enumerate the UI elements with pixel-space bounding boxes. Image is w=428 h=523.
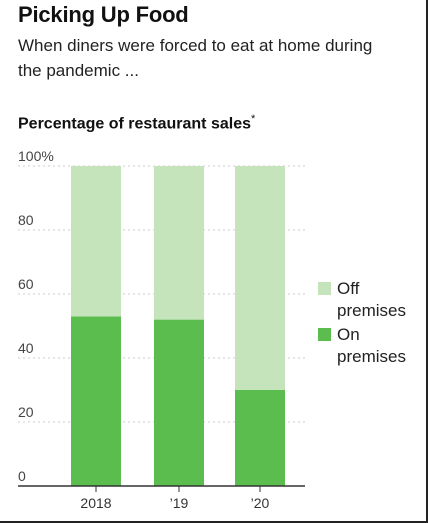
chart-title-footnote-mark: * [251,113,256,125]
legend-label-on-premises: On premises [337,325,406,366]
y-tick-label-80: 80 [18,212,34,228]
bar-on-premises-2 [235,390,285,486]
bar-on-premises-0 [71,316,121,486]
axis-layer: 0 20 40 60 80 100% 2018 ’19 ’20 [18,148,305,511]
bar-off-premises-0 [71,166,121,317]
chart-title-text: Percentage of restaurant sales [18,115,251,133]
x-tick-label-0: 2018 [80,495,111,511]
chart-title: Percentage of restaurant sales* [18,113,255,133]
legend-label-off-premises: Off premises [337,279,406,320]
y-tick-label-60: 60 [18,276,34,292]
y-tick-label-20: 20 [18,404,34,420]
x-tick-label-2: ’20 [251,495,270,511]
legend-item-on-premises: On premises [318,324,427,368]
bar-off-premises-2 [235,166,285,390]
y-tick-label-40: 40 [18,340,34,356]
chart-legend: Off premises On premises [318,278,427,370]
legend-swatch-off-premises [318,282,331,295]
bar-off-premises-1 [154,166,204,320]
y-tick-label-100: 100% [18,148,54,164]
page-title: Picking Up Food [18,2,189,27]
bars-layer [71,166,285,486]
legend-swatch-on-premises [318,328,331,341]
y-tick-label-0: 0 [18,468,26,484]
page-subtitle: When diners were forced to eat at home d… [18,36,373,80]
bar-on-premises-1 [154,319,204,486]
x-tick-label-1: ’19 [170,495,189,511]
legend-item-off-premises: Off premises [318,278,427,322]
